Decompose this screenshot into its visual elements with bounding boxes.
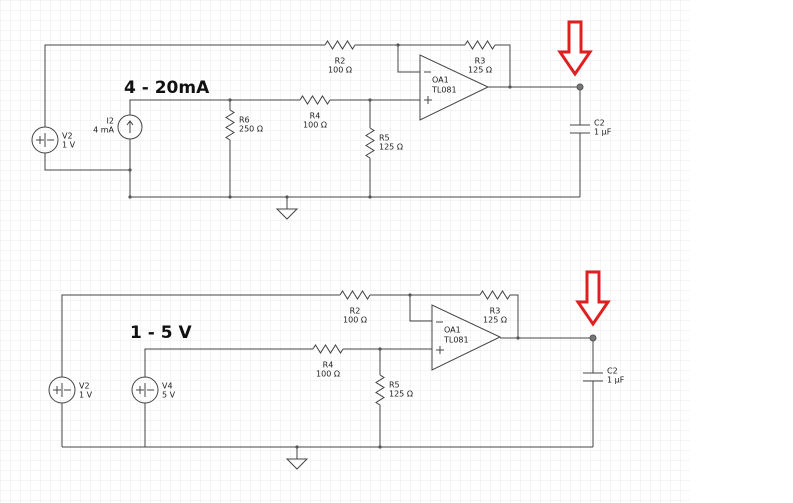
wire bbox=[409, 295, 432, 322]
resistor bbox=[339, 290, 371, 300]
component-value: 100 Ω bbox=[328, 66, 352, 75]
opamp bbox=[431, 304, 502, 371]
component-value: 1 µF bbox=[607, 376, 625, 385]
ground bbox=[285, 447, 309, 470]
node bbox=[408, 293, 412, 297]
polarity bbox=[53, 383, 71, 397]
inputs bbox=[436, 321, 444, 354]
resistor bbox=[299, 95, 331, 105]
component-value: 1 µF bbox=[594, 128, 612, 137]
resistor bbox=[479, 290, 511, 300]
component-value: 1 V bbox=[79, 391, 93, 400]
node bbox=[378, 445, 382, 449]
component-name: R2 bbox=[335, 57, 346, 66]
wire bbox=[510, 294, 519, 338]
component-name: R6 bbox=[239, 116, 250, 125]
inputs bbox=[424, 71, 432, 104]
component-value: 125 Ω bbox=[389, 390, 413, 399]
wire bbox=[495, 44, 511, 87]
component-name: C2 bbox=[607, 367, 618, 376]
marker-arrow bbox=[575, 270, 611, 327]
component-value: 100 Ω bbox=[316, 370, 340, 379]
component-value: 125 Ω bbox=[468, 66, 492, 75]
component-name: R2 bbox=[350, 307, 361, 316]
capacitor bbox=[583, 372, 603, 382]
node bbox=[295, 445, 299, 449]
resistor bbox=[464, 40, 496, 50]
component-name: R4 bbox=[310, 112, 321, 121]
ground bbox=[275, 197, 299, 220]
component-name: R3 bbox=[490, 307, 501, 316]
node bbox=[576, 83, 584, 91]
node bbox=[228, 98, 232, 102]
opamp-model: TL081 bbox=[431, 86, 457, 95]
component-value: 125 Ω bbox=[483, 316, 507, 325]
polarity bbox=[136, 383, 154, 397]
node bbox=[128, 195, 132, 199]
node bbox=[368, 195, 372, 199]
node bbox=[516, 336, 520, 340]
component-name: V4 bbox=[162, 382, 173, 391]
circuit-title: 4 - 20mA bbox=[124, 78, 210, 98]
component-value: 1 V bbox=[62, 141, 76, 150]
opamp-name: OA1 bbox=[444, 326, 461, 335]
grid bbox=[0, 0, 690, 503]
component-value: 100 Ω bbox=[303, 121, 327, 130]
component-name: V2 bbox=[79, 382, 90, 391]
component-name: C2 bbox=[594, 119, 605, 128]
capacitor bbox=[570, 124, 590, 134]
current-source bbox=[117, 114, 143, 140]
voltage-source bbox=[48, 376, 76, 404]
wire bbox=[44, 44, 325, 127]
resistor bbox=[312, 344, 344, 354]
node bbox=[589, 334, 597, 342]
voltage-source bbox=[31, 126, 59, 154]
node bbox=[396, 43, 400, 47]
polarity bbox=[36, 133, 54, 147]
resistor bbox=[375, 374, 385, 406]
component-name: R5 bbox=[389, 381, 400, 390]
wire bbox=[61, 294, 340, 377]
node bbox=[285, 195, 289, 199]
opamp bbox=[419, 54, 490, 121]
component-name: R5 bbox=[379, 134, 390, 143]
node bbox=[368, 98, 372, 102]
wire bbox=[144, 348, 313, 377]
circuit-title: 1 - 5 V bbox=[130, 323, 192, 343]
current-arrow bbox=[126, 120, 134, 133]
node bbox=[378, 347, 382, 351]
component-value: 5 V bbox=[162, 391, 176, 400]
opamp-name: OA1 bbox=[432, 76, 449, 85]
component-value: 125 Ω bbox=[379, 143, 403, 152]
opamp-model: TL081 bbox=[443, 336, 469, 345]
node bbox=[228, 195, 232, 199]
component-name: R4 bbox=[323, 361, 334, 370]
component-name: V2 bbox=[62, 132, 73, 141]
component-name: I2 bbox=[107, 117, 114, 126]
resistor bbox=[365, 127, 375, 159]
wire bbox=[44, 153, 130, 171]
component-value: 250 Ω bbox=[239, 125, 263, 134]
wire bbox=[129, 99, 300, 115]
component-name: R3 bbox=[475, 57, 486, 66]
component-value: 100 Ω bbox=[343, 316, 367, 325]
voltage-source bbox=[131, 376, 159, 404]
resistor bbox=[324, 40, 356, 50]
wire bbox=[397, 45, 420, 73]
marker-arrow bbox=[557, 20, 593, 77]
component-value: 4 mA bbox=[93, 126, 114, 135]
node bbox=[508, 85, 512, 89]
resistor bbox=[225, 109, 235, 141]
node bbox=[128, 168, 132, 172]
